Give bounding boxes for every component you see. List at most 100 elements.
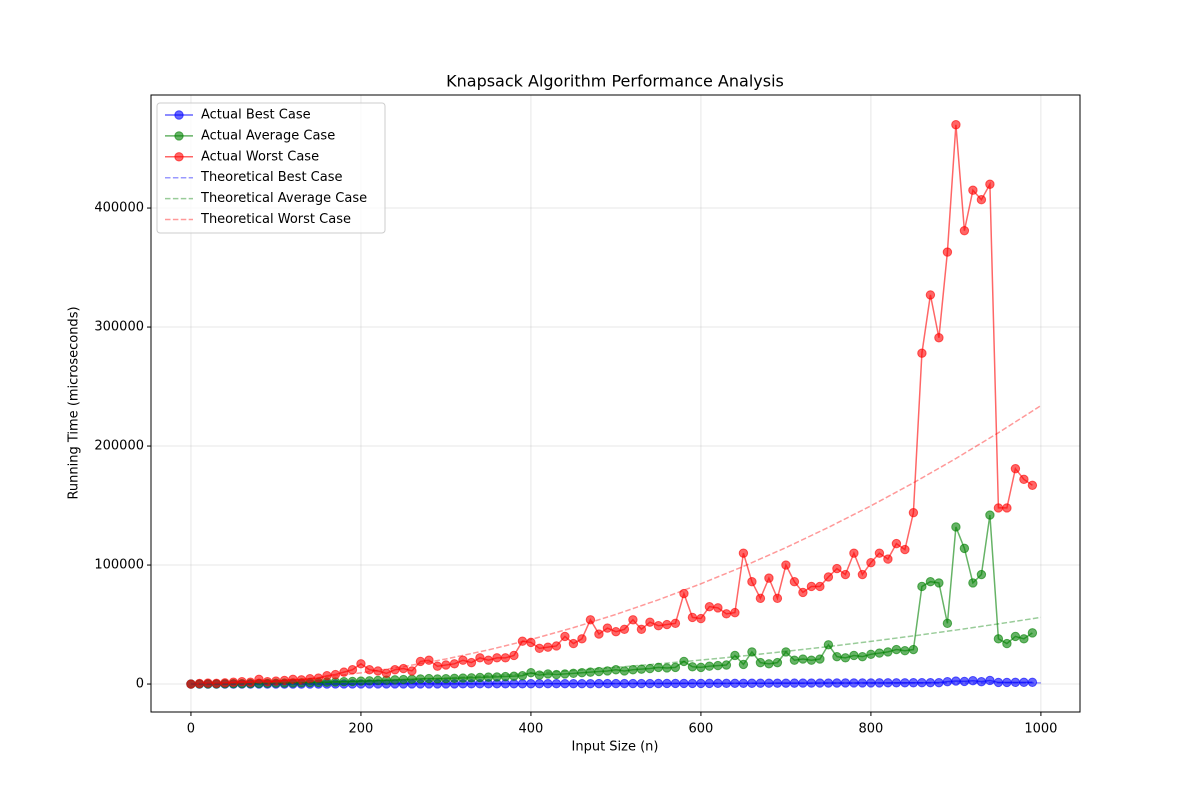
data-point <box>798 587 808 598</box>
data-point <box>772 657 783 668</box>
data-point <box>492 672 502 682</box>
data-point <box>662 619 672 630</box>
data-point <box>636 664 647 674</box>
data-point <box>866 649 876 659</box>
data-point <box>730 607 740 618</box>
data-point <box>951 120 961 130</box>
data-point <box>1010 463 1021 474</box>
data-point <box>696 662 706 673</box>
data-point <box>1010 631 1021 642</box>
data-point <box>458 673 468 683</box>
data-point <box>619 666 630 676</box>
data-point <box>1002 638 1012 649</box>
data-point <box>968 578 978 588</box>
data-point <box>900 544 910 555</box>
data-point <box>908 644 919 655</box>
data-point <box>755 593 766 604</box>
data-point <box>313 673 324 683</box>
legend-marker <box>174 110 184 120</box>
data-point <box>747 576 757 587</box>
data-point <box>407 666 417 676</box>
data-point <box>764 573 774 583</box>
data-point <box>526 668 536 678</box>
data-point <box>951 522 961 532</box>
legend-label: Theoretical Worst Case <box>200 212 351 227</box>
data-point <box>543 642 553 652</box>
data-point <box>475 672 485 683</box>
data-point <box>883 554 893 564</box>
data-point <box>356 659 366 669</box>
data-point <box>976 676 987 687</box>
data-point <box>483 672 494 682</box>
data-point <box>517 671 528 681</box>
data-point <box>713 660 723 671</box>
data-point <box>900 646 910 656</box>
data-point <box>738 659 749 670</box>
data-point <box>492 653 502 663</box>
data-point <box>883 647 893 657</box>
x-tick-label: 1000 <box>1024 722 1057 737</box>
data-point <box>959 676 970 687</box>
x-axis-label: Input Size (n) <box>572 740 659 755</box>
data-point <box>466 673 477 683</box>
y-tick-label: 300000 <box>94 320 144 335</box>
y-tick-label: 0 <box>136 677 144 692</box>
data-point <box>815 581 825 592</box>
x-tick-label: 400 <box>519 722 544 737</box>
data-point <box>976 195 987 205</box>
data-point <box>840 653 851 663</box>
data-point <box>772 593 783 604</box>
data-point <box>696 613 706 624</box>
data-point <box>866 557 876 568</box>
y-axis-label: Running Time (microseconds) <box>67 306 82 499</box>
data-point <box>398 663 409 674</box>
data-point <box>815 654 825 664</box>
data-point <box>560 631 570 642</box>
data-point <box>934 333 944 343</box>
data-point <box>823 640 834 650</box>
data-point <box>942 618 953 629</box>
data-point <box>993 503 1004 513</box>
data-point <box>934 578 944 588</box>
data-point <box>1027 480 1038 491</box>
data-point <box>806 655 817 665</box>
data-point <box>509 650 519 661</box>
data-point <box>653 621 664 631</box>
data-point <box>500 653 511 663</box>
data-point <box>339 667 349 677</box>
data-point <box>687 612 698 623</box>
data-point <box>373 666 383 676</box>
data-point <box>764 659 774 669</box>
data-point <box>670 662 681 673</box>
data-point <box>789 576 800 587</box>
plot-area <box>186 120 1042 689</box>
data-point <box>245 677 256 687</box>
data-point <box>602 623 613 633</box>
data-point <box>1019 634 1029 644</box>
y-tick-label: 100000 <box>94 558 144 573</box>
data-point <box>679 656 689 667</box>
data-point <box>832 563 842 574</box>
data-point <box>738 548 749 558</box>
data-point <box>925 290 936 300</box>
data-point <box>993 634 1004 644</box>
data-point <box>483 655 494 665</box>
data-point <box>704 601 715 612</box>
x-tick-label: 600 <box>689 722 714 737</box>
data-point <box>781 560 791 570</box>
data-point <box>330 669 341 680</box>
data-point <box>985 510 995 520</box>
data-point <box>432 661 443 671</box>
data-point <box>730 650 740 661</box>
legend-box <box>156 102 386 234</box>
data-point <box>798 654 808 664</box>
data-point <box>577 634 587 644</box>
data-point <box>551 641 562 651</box>
legend-marker <box>174 152 184 162</box>
data-point <box>721 660 732 670</box>
data-point <box>458 655 468 665</box>
data-point <box>254 674 264 684</box>
data-point <box>611 626 621 637</box>
data-point <box>985 179 995 189</box>
data-point <box>713 603 723 613</box>
